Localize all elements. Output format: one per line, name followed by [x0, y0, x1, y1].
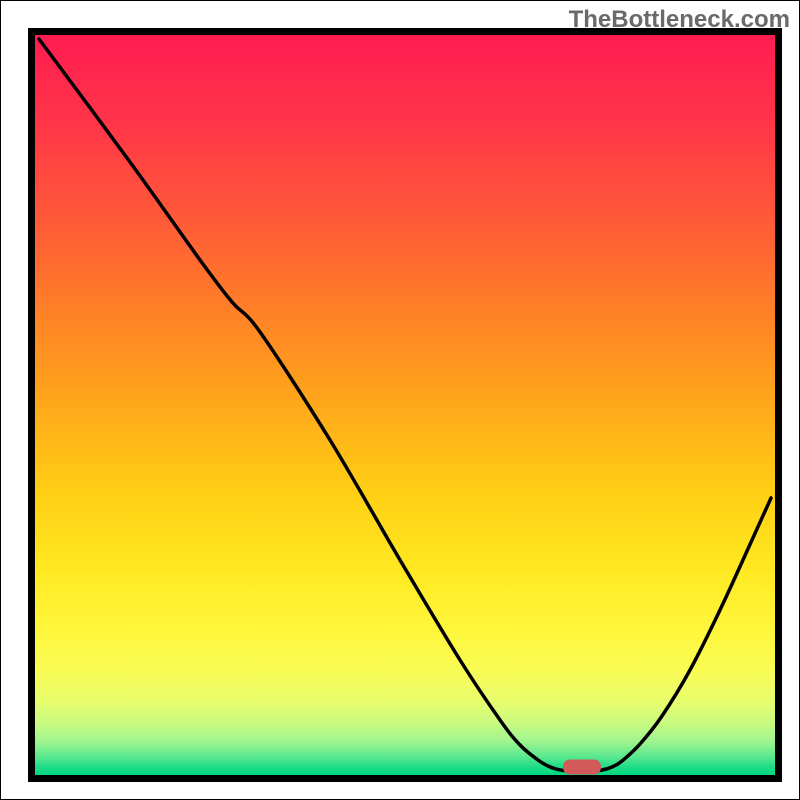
- watermark-text: TheBottleneck.com: [569, 6, 790, 34]
- plot-background: [35, 35, 775, 775]
- bottleneck-chart: [0, 0, 800, 800]
- optimal-marker: [563, 760, 601, 775]
